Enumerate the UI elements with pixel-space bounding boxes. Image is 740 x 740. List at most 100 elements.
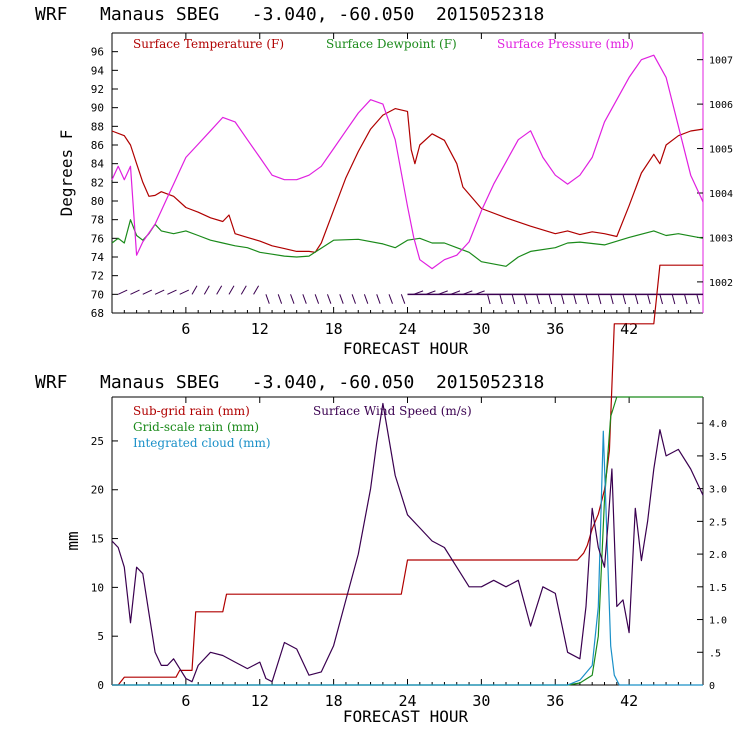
wind-barb — [363, 294, 369, 304]
y-tick-label: 25 — [91, 435, 104, 448]
wind-barb — [326, 294, 332, 304]
wind-barbs — [117, 285, 703, 305]
wind-barb — [585, 294, 590, 305]
y2-tick-label: 4.0 — [709, 419, 727, 430]
wind-barb — [634, 294, 639, 305]
series-line-surface-pressure-mb — [111, 54, 704, 270]
x-tick-label: 42 — [620, 320, 638, 338]
wind-barb — [696, 294, 700, 305]
legend-entry: Surface Pressure (mb) — [497, 37, 634, 51]
wind-barb — [167, 289, 177, 295]
wind-barb — [351, 294, 356, 304]
x-tick-label: 18 — [325, 692, 343, 710]
y-tick-label: 20 — [91, 484, 104, 497]
y-tick-label: 5 — [97, 630, 104, 643]
wind-barb — [117, 289, 128, 295]
legend-entry: Surface Dewpoint (F) — [326, 37, 457, 51]
series-line-sub-grid-rain-mm — [112, 264, 703, 686]
wind-barb — [573, 294, 577, 305]
x-tick-label: 30 — [472, 692, 490, 710]
y-tick-label: 96 — [91, 46, 104, 59]
wind-barb — [511, 294, 516, 305]
x-tick-label: 42 — [620, 692, 638, 710]
y-tick-label: 78 — [91, 214, 104, 227]
wind-barb — [659, 294, 663, 305]
y-tick-label: 92 — [91, 83, 104, 96]
x-tick-label: 24 — [398, 692, 416, 710]
y-axis-label: Degrees F — [57, 130, 76, 217]
y2-tick-label: 1003 — [709, 233, 733, 244]
wind-barb — [536, 294, 540, 305]
y-tick-label: 70 — [91, 288, 104, 301]
x-tick-label: 12 — [251, 320, 269, 338]
wind-barb — [400, 294, 406, 304]
wind-barb — [228, 285, 235, 295]
y-tick-label: 88 — [91, 120, 104, 133]
wind-barb — [548, 294, 553, 305]
y2-tick-label: 1.5 — [709, 583, 727, 594]
y2-tick-label: .5 — [709, 648, 721, 659]
y-tick-label: 76 — [91, 232, 104, 245]
x-tick-label: 6 — [181, 692, 190, 710]
x-tick-label: 6 — [181, 320, 190, 338]
wind-barb — [216, 285, 223, 295]
y-tick-label: 84 — [91, 158, 105, 171]
wind-barb — [376, 294, 381, 304]
legend-entry: Surface Wind Speed (m/s) — [313, 404, 472, 418]
wind-barb — [154, 289, 165, 295]
wind-barb — [253, 285, 260, 295]
y2-tick-label: 1007 — [709, 56, 733, 67]
x-tick-label: 24 — [398, 320, 416, 338]
y2-tick-label: 1.0 — [709, 616, 727, 627]
wind-barb — [142, 289, 153, 295]
chart-title: WRF Manaus SBEG -3.040, -60.050 20150523… — [35, 372, 544, 393]
wind-barb — [610, 294, 614, 305]
wind-barb — [240, 285, 247, 295]
wind-barb — [130, 289, 140, 295]
x-tick-label: 30 — [472, 320, 490, 338]
wind-barb — [684, 294, 688, 305]
series-line-surface-wind-speed-m-s — [111, 402, 704, 683]
wind-barb — [277, 294, 283, 304]
y2-tick-label: 1006 — [709, 100, 733, 111]
y-tick-label: 90 — [91, 102, 104, 115]
wind-barb — [487, 294, 491, 305]
y-tick-label: 72 — [91, 270, 104, 283]
x-axis-label: FORECAST HOUR — [343, 707, 469, 726]
wind-barb — [499, 294, 503, 305]
wind-barb — [191, 285, 198, 295]
series-line-integrated-cloud-mm — [112, 430, 703, 686]
wind-barb — [314, 294, 320, 304]
chart-panel-1: WRF Manaus SBEG -3.040, -60.050 20150523… — [35, 4, 733, 358]
wind-barb — [339, 294, 344, 304]
wind-barb — [203, 285, 210, 295]
y-tick-label: 94 — [91, 64, 105, 77]
x-tick-label: 36 — [546, 320, 564, 338]
chart-panel-2: WRF Manaus SBEG -3.040, -60.050 20150523… — [35, 264, 727, 726]
y-tick-label: 10 — [91, 581, 104, 594]
y-tick-label: 68 — [91, 307, 104, 320]
legend-entry: Sub-grid rain (mm) — [133, 404, 250, 418]
y2-tick-label: 2.0 — [709, 550, 727, 561]
wind-barb — [290, 294, 295, 304]
y2-tick-label: 1002 — [709, 278, 733, 289]
wind-barb — [179, 289, 190, 295]
y-tick-label: 15 — [91, 533, 104, 546]
x-tick-label: 36 — [546, 692, 564, 710]
x-axis-label: FORECAST HOUR — [343, 339, 469, 358]
y-tick-label: 0 — [97, 679, 104, 692]
legend-entry: Integrated cloud (mm) — [133, 436, 271, 450]
legend-entry: Surface Temperature (F) — [133, 37, 284, 51]
series-line-surface-dewpoint-f — [111, 219, 704, 267]
series-line-grid-scale-rain-mm — [112, 396, 703, 686]
y2-tick-label: 0 — [709, 681, 715, 692]
legend-entry: Grid-scale rain (mm) — [133, 420, 259, 434]
wind-barb — [302, 294, 307, 304]
wind-barb — [523, 294, 528, 305]
wind-barb — [388, 294, 393, 304]
chart-title: WRF Manaus SBEG -3.040, -60.050 20150523… — [35, 4, 544, 25]
x-tick-label: 18 — [325, 320, 343, 338]
y-tick-label: 82 — [91, 176, 104, 189]
wind-barb — [671, 294, 676, 305]
